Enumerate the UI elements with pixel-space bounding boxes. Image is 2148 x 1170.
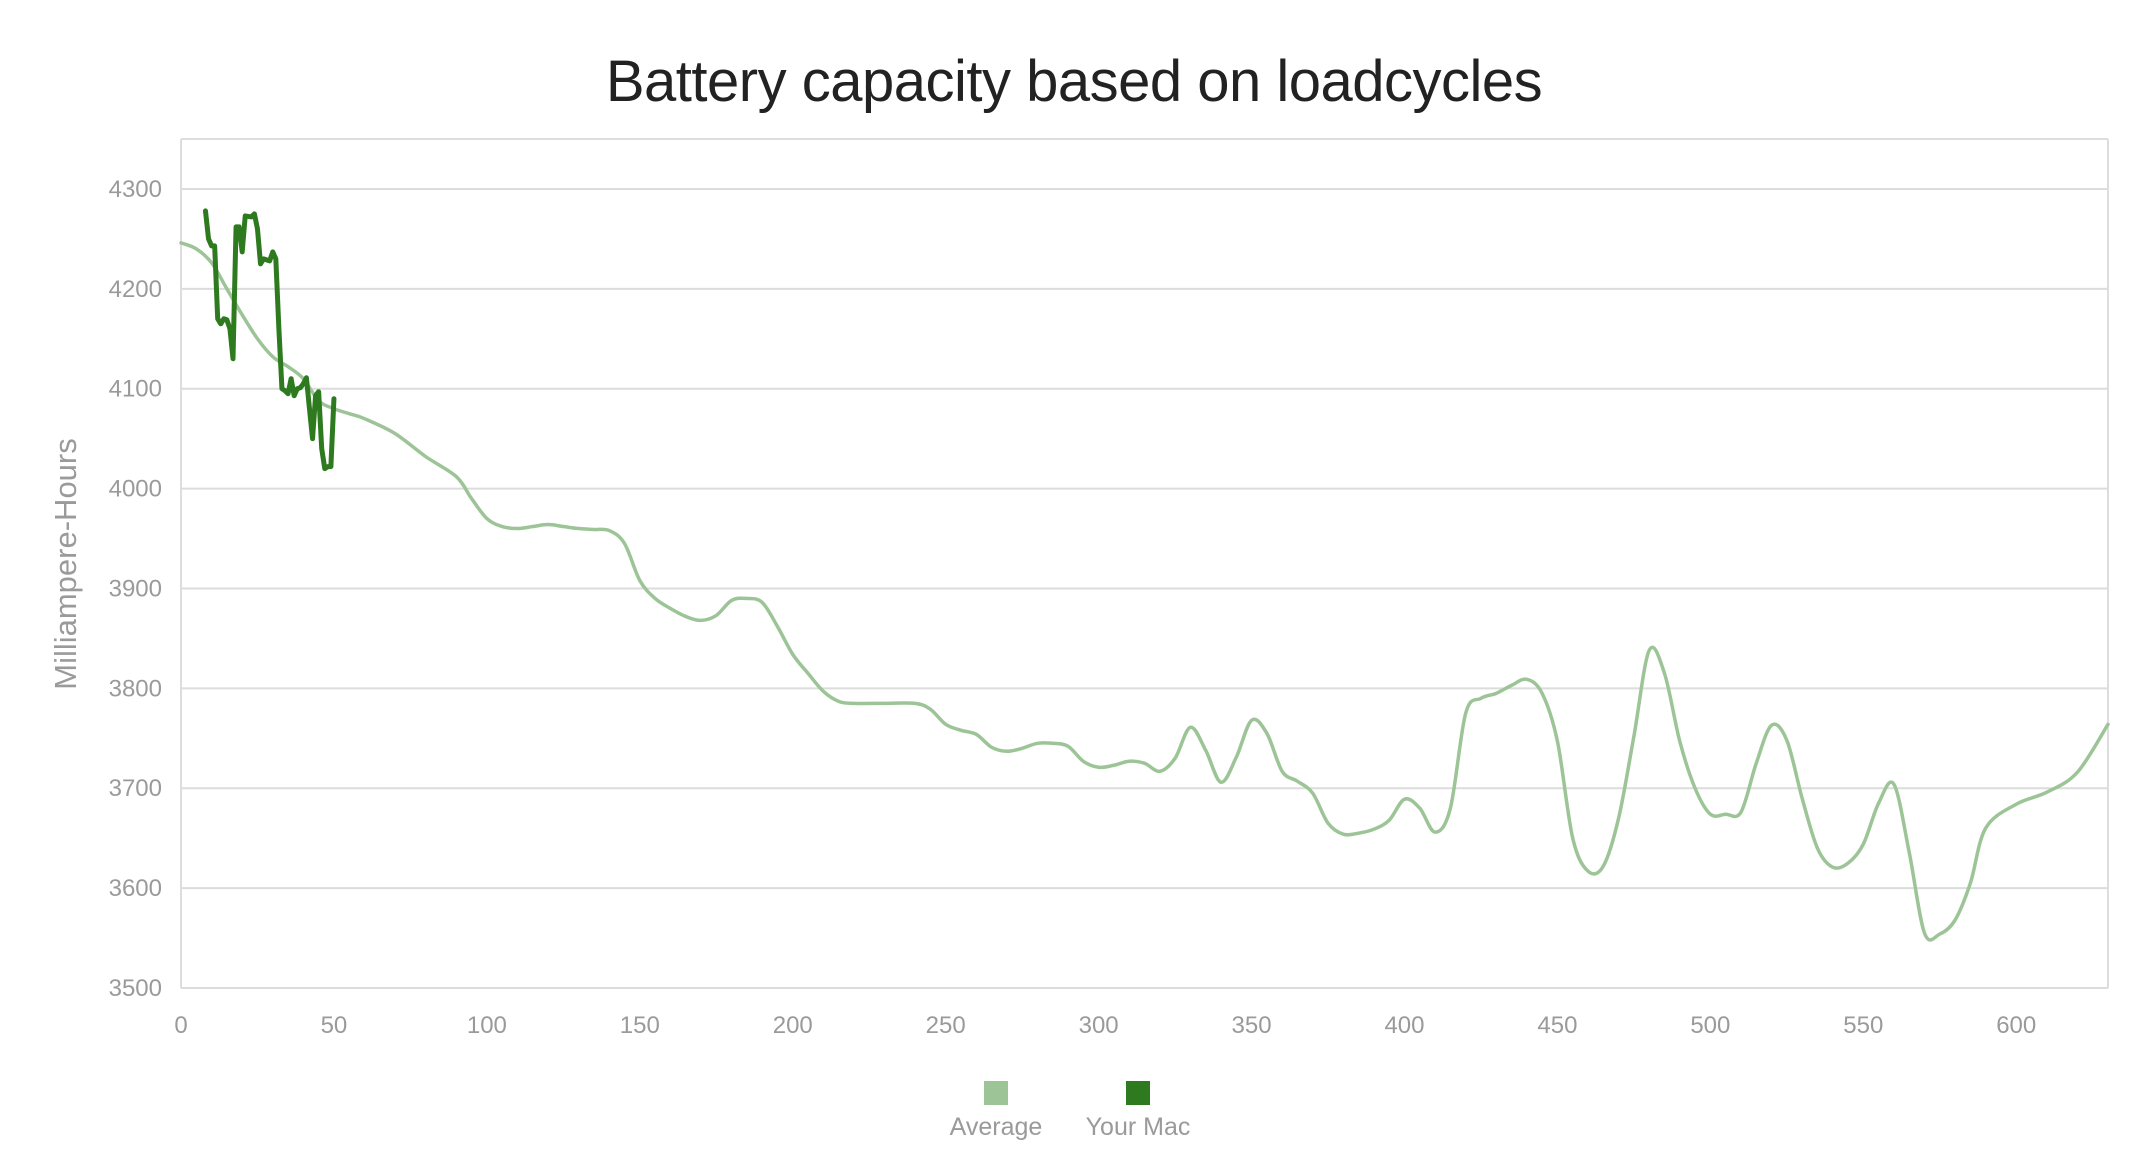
legend-label-your-mac: Your Mac: [1086, 1113, 1191, 1141]
legend-swatch-average: [984, 1081, 1008, 1105]
y-tick-label: 3500: [109, 975, 162, 1002]
x-tick-label: 400: [1384, 1012, 1424, 1039]
x-tick-label: 200: [773, 1012, 813, 1039]
y-axis-title: Milliampere-Hours: [48, 438, 83, 690]
y-tick-label: 4000: [109, 476, 162, 503]
series-line-your-mac: [202, 208, 337, 472]
x-tick-label: 350: [1232, 1012, 1272, 1039]
legend-swatch-your-mac: [1126, 1081, 1150, 1105]
x-tick-label: 600: [1996, 1012, 2036, 1039]
legend: Average Your Mac: [950, 1081, 1191, 1141]
x-tick-label: 250: [926, 1012, 966, 1039]
chart-title: Battery capacity based on loadcycles: [605, 49, 1543, 114]
x-tick-label: 300: [1079, 1012, 1119, 1039]
y-tick-label: 4100: [109, 376, 162, 403]
y-tick-label: 4300: [109, 176, 162, 203]
y-tick-label: 4200: [109, 276, 162, 303]
y-tick-labels: 3500 3600 3700 3800 3900 4000 4100 4200 4300: [109, 176, 162, 1002]
y-tick-label: 3800: [109, 675, 162, 702]
x-tick-label: 150: [620, 1012, 660, 1039]
x-tick-label: 450: [1537, 1012, 1577, 1039]
x-tick-label: 50: [321, 1012, 348, 1039]
x-tick-label: 500: [1690, 1012, 1730, 1039]
y-tick-label: 3700: [109, 775, 162, 802]
series-line-average: [179, 241, 2110, 942]
series-lines: [179, 208, 2110, 942]
plot-frame: [180, 138, 2109, 988]
gridlines: [181, 187, 2108, 989]
legend-label-average: Average: [950, 1113, 1043, 1141]
y-tick-label: 3600: [109, 875, 162, 902]
x-tick-label: 0: [174, 1012, 187, 1039]
y-tick-label: 3900: [109, 575, 162, 602]
x-tick-label: 550: [1843, 1012, 1883, 1039]
x-tick-label: 100: [467, 1012, 507, 1039]
x-tick-labels: 0 50 100 150 200 250 300 350 400 450 500 550 600: [174, 1012, 2036, 1039]
